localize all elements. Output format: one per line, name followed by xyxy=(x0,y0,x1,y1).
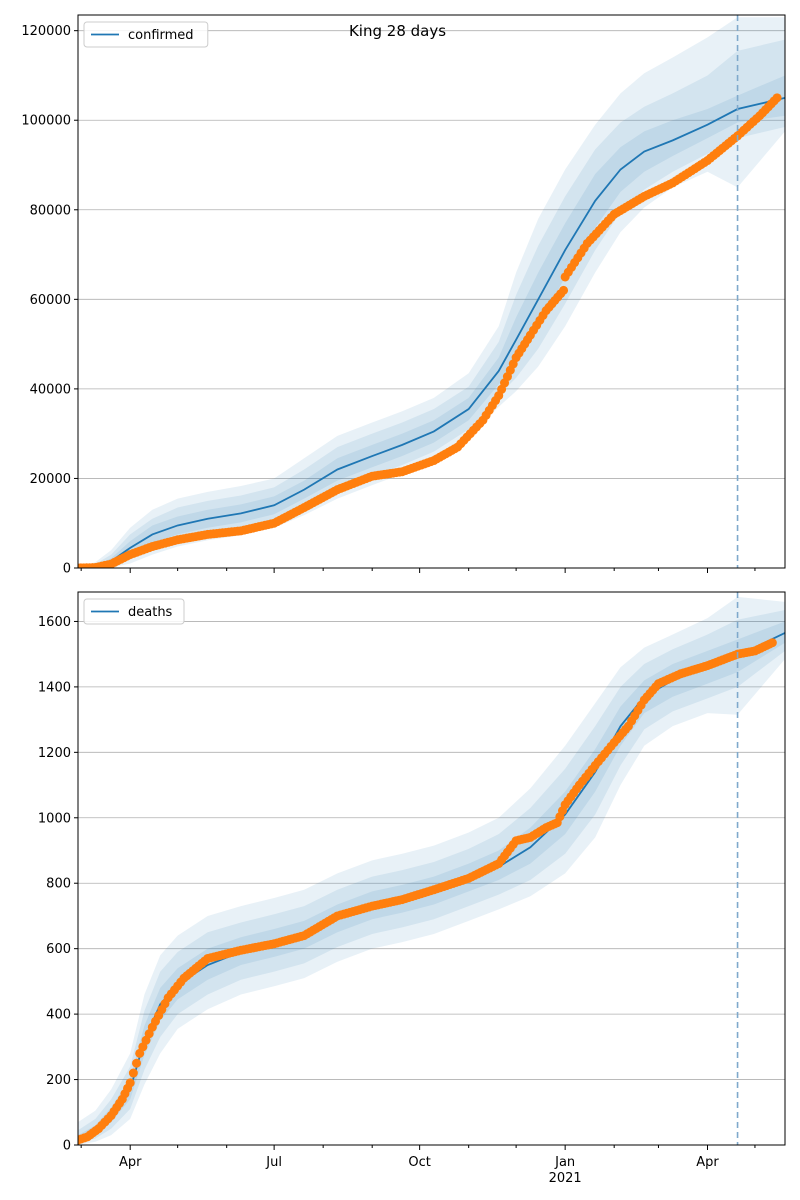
plot-area-1 xyxy=(78,596,785,1145)
plot-area-0 xyxy=(78,17,785,568)
y-tick-label: 120000 xyxy=(21,24,71,39)
y-tick-label: 40000 xyxy=(30,382,71,397)
data-point xyxy=(128,1068,138,1078)
y-tick-label: 80000 xyxy=(30,203,71,218)
confidence-band-0 xyxy=(78,17,785,568)
y-tick-label: 0 xyxy=(63,562,71,577)
axes-frame xyxy=(77,14,786,569)
confidence-band-1 xyxy=(78,39,785,568)
axes-frame xyxy=(77,591,786,1146)
panel-1: 0 200 400 600 800 1000 1200 1400 1600 Apr Jul Oct Ja… xyxy=(38,591,786,1186)
y-tick-label: 200 xyxy=(46,1073,71,1088)
x-tick-label: Jul xyxy=(265,1155,282,1170)
legend-label: confirmed xyxy=(128,28,194,43)
y-tick-label: 600 xyxy=(46,942,71,957)
y-tick-label: 100000 xyxy=(21,114,71,129)
y-tick-label: 1400 xyxy=(38,680,71,695)
data-point xyxy=(125,1078,135,1088)
y-tick-label: 60000 xyxy=(30,293,71,308)
legend: deaths xyxy=(83,598,185,625)
x-tick-label: Jan xyxy=(554,1155,575,1170)
legend-box xyxy=(83,598,185,625)
confidence-band-2 xyxy=(78,75,785,568)
data-point xyxy=(132,1058,142,1068)
legend-box xyxy=(83,21,209,48)
data-point xyxy=(559,285,569,295)
x-tick-label: Apr xyxy=(119,1155,142,1170)
y-tick-label: 1200 xyxy=(38,746,71,761)
panel-0: 0 20000 40000 60000 80000 100000 120000 confirm… xyxy=(21,14,786,577)
legend: confirmed xyxy=(83,21,209,48)
y-tick-label: 1600 xyxy=(38,615,71,630)
observed-points xyxy=(78,93,782,568)
data-point xyxy=(767,638,777,648)
observed-points xyxy=(78,638,777,1145)
y-tick-label: 800 xyxy=(46,877,71,892)
y-tick-label: 20000 xyxy=(30,472,71,487)
legend-label: deaths xyxy=(128,605,173,620)
x-tick-label: Oct xyxy=(408,1155,430,1170)
model-line xyxy=(78,96,785,568)
x-tick-year-label: 2021 xyxy=(549,1171,582,1186)
x-tick-label: Apr xyxy=(696,1155,719,1170)
y-tick-label: 1000 xyxy=(38,811,71,826)
confidence-band-0 xyxy=(78,596,785,1145)
y-tick-label: 0 xyxy=(63,1139,71,1154)
chart-title: King 28 days xyxy=(349,22,446,40)
y-tick-label: 400 xyxy=(46,1008,71,1023)
data-point xyxy=(772,93,782,103)
